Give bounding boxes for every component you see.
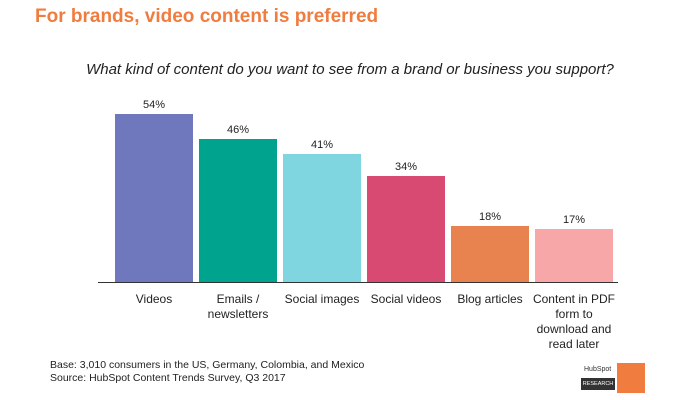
- data-label: 41%: [310, 139, 334, 152]
- data-label: 18%: [478, 211, 502, 224]
- x-tick-label: Videos: [135, 292, 173, 306]
- data-label: 17%: [562, 214, 586, 227]
- bar: [535, 229, 613, 282]
- x-axis: [98, 282, 618, 283]
- data-label: 46%: [226, 123, 250, 136]
- bar: [115, 114, 193, 282]
- chart-title: For brands, video content is preferred: [35, 6, 379, 27]
- data-label: 34%: [394, 161, 418, 174]
- data-label: 54%: [142, 99, 166, 112]
- footnote: Base: 3,010 consumers in the US, Germany…: [50, 359, 365, 371]
- bar: [367, 176, 445, 282]
- bar: [283, 154, 361, 282]
- footnote: Source: HubSpot Content Trends Survey, Q…: [50, 372, 286, 384]
- chart-subtitle: What kind of content do you want to see …: [86, 61, 614, 78]
- logo-label: RESEARCH: [581, 378, 615, 390]
- x-tick-label: Content in PDF form to download and read…: [532, 292, 616, 351]
- x-tick-label: Emails / newsletters: [207, 292, 269, 321]
- logo-brand: HubSpot: [584, 366, 612, 373]
- bar: [199, 138, 277, 282]
- bar: [451, 226, 529, 282]
- x-tick-label: Blog articles: [457, 292, 523, 306]
- x-tick-label: Social videos: [370, 292, 442, 306]
- logo-icon: [617, 363, 645, 393]
- x-tick-label: Social images: [284, 292, 360, 306]
